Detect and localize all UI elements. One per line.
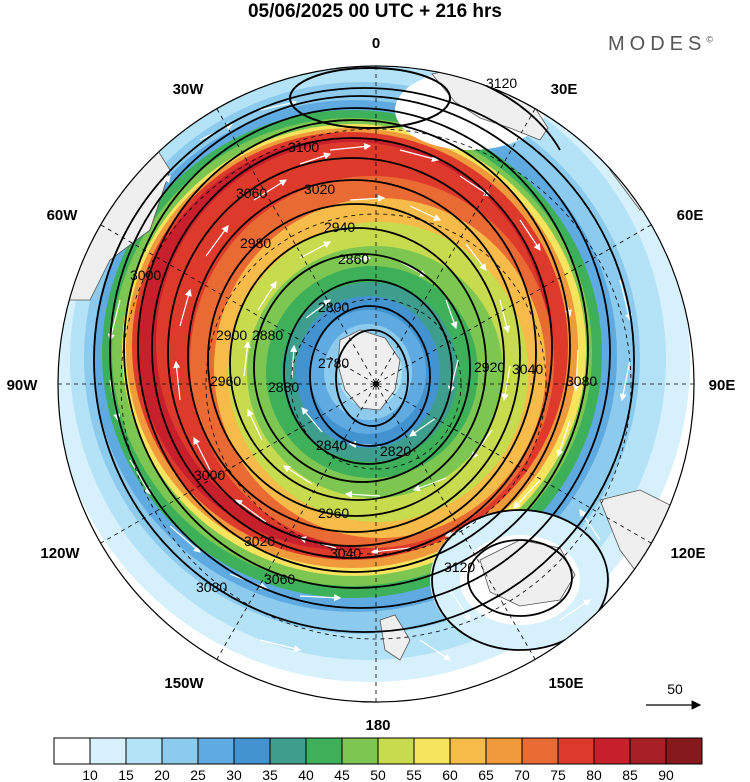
contour-label: 2920 [474,359,505,375]
lon-label-90e: 90E [709,377,736,394]
colorbar-swatch [377,737,415,765]
contour-label: 2860 [338,251,369,267]
colorbar-tick-label: 85 [622,767,638,782]
contour-labels: 3120 3100 3060 3020 2980 2940 2900 2860 … [130,75,597,595]
lon-label-150w: 150W [164,675,204,692]
colorbar-tick-label: 50 [370,767,386,782]
contour-label: 2960 [210,373,241,389]
colorbar-tick-label: 70 [514,767,530,782]
contour-label: 3040 [512,361,543,377]
contour-label: 2900 [216,327,247,343]
colorbar-tick-label: 40 [298,767,314,782]
lon-label-30e: 30E [551,81,578,98]
contour-label: 3100 [288,139,319,155]
colorbar-tick-label: 75 [550,767,566,782]
contour-label: 3060 [264,571,295,587]
colorbar-swatch [593,737,631,765]
lon-label-150e: 150E [548,675,583,692]
colorbar-tick-label: 90 [658,767,674,782]
longitude-labels: 0 30E 60E 90E 120E 150E 180 150W 120W 90… [7,35,736,734]
contour-label: 2780 [318,355,349,371]
contour-label: 3040 [330,545,361,561]
wind-vectors [107,99,633,671]
lon-label-120w: 120W [40,545,80,562]
reference-vector: 50 [646,681,702,710]
contour-label: 2960 [318,505,349,521]
colorbar-swatch [413,737,451,765]
colorbar-tick-label: 20 [154,767,170,782]
colorbar-swatch [557,737,595,765]
map-title: 05/06/2025 00 UTC + 216 hrs [247,1,503,22]
colorbar-tick-label: 15 [118,767,134,782]
graticule [58,66,694,702]
colorbar-tick-label: 10 [82,767,98,782]
contour-label: 3120 [486,75,517,91]
contour-label: 3060 [236,185,267,201]
contour-label: 3120 [444,559,475,575]
lon-label-30w: 30W [173,81,205,98]
colorbar-swatch [161,737,199,765]
colorbar-swatch [629,737,667,765]
contour-label: 2840 [316,437,347,453]
colorbar-swatch [89,737,127,765]
colorbar-swatch [53,737,91,765]
colorbar: 10 15 20 25 30 35 40 45 50 55 60 65 70 75 80 85 90 [53,737,703,782]
reference-vector-label: 50 [667,681,683,697]
contour-label: 2820 [380,443,411,459]
colorbar-tick-label: 80 [586,767,602,782]
contour-label: 2980 [240,235,271,251]
contour-label: 2800 [318,299,349,315]
colorbar-swatch [197,737,235,765]
colorbar-swatch [521,737,559,765]
colorbar-swatch [125,737,163,765]
colorbar-swatch [305,737,343,765]
colorbar-tick-label: 25 [190,767,206,782]
contour-label: 3000 [194,467,225,483]
contour-label: 3000 [130,267,161,283]
colorbar-swatch [341,737,379,765]
colorbar-tick-label: 55 [406,767,422,782]
map-boundary [57,65,695,703]
colorbar-tick-label: 30 [226,767,242,782]
south-pole-marker [373,381,379,387]
colorbar-swatch [449,737,487,765]
lon-label-180: 180 [365,717,390,734]
brand-logo: MODES© [608,33,713,56]
colorbar-tick-label: 60 [442,767,458,782]
colorbar-swatch [665,737,703,765]
colorbar-tick-label: 35 [262,767,278,782]
lon-label-60w: 60W [47,207,79,224]
colorbar-tick-label: 45 [334,767,350,782]
colorbar-tick-label: 65 [478,767,494,782]
map-disc [58,66,694,702]
contour-label: 2880 [252,327,283,343]
lon-label-60e: 60E [677,207,704,224]
colorbar-swatch [233,737,271,765]
copyright-mark: © [706,34,713,45]
lon-label-90w: 90W [7,377,39,394]
contour-label: 3020 [304,181,335,197]
contour-label: 2880 [268,379,299,395]
height-contours [93,66,635,651]
colorbar-swatch [485,737,523,765]
brand-name: MODES [608,33,707,55]
contour-label: 2940 [324,219,355,235]
contour-label: 3020 [244,533,275,549]
colorbar-swatch [269,737,307,765]
contour-label: 3080 [196,579,227,595]
contour-label: 3080 [566,373,597,389]
lon-label-0: 0 [372,35,380,52]
lon-label-120e: 120E [670,545,705,562]
